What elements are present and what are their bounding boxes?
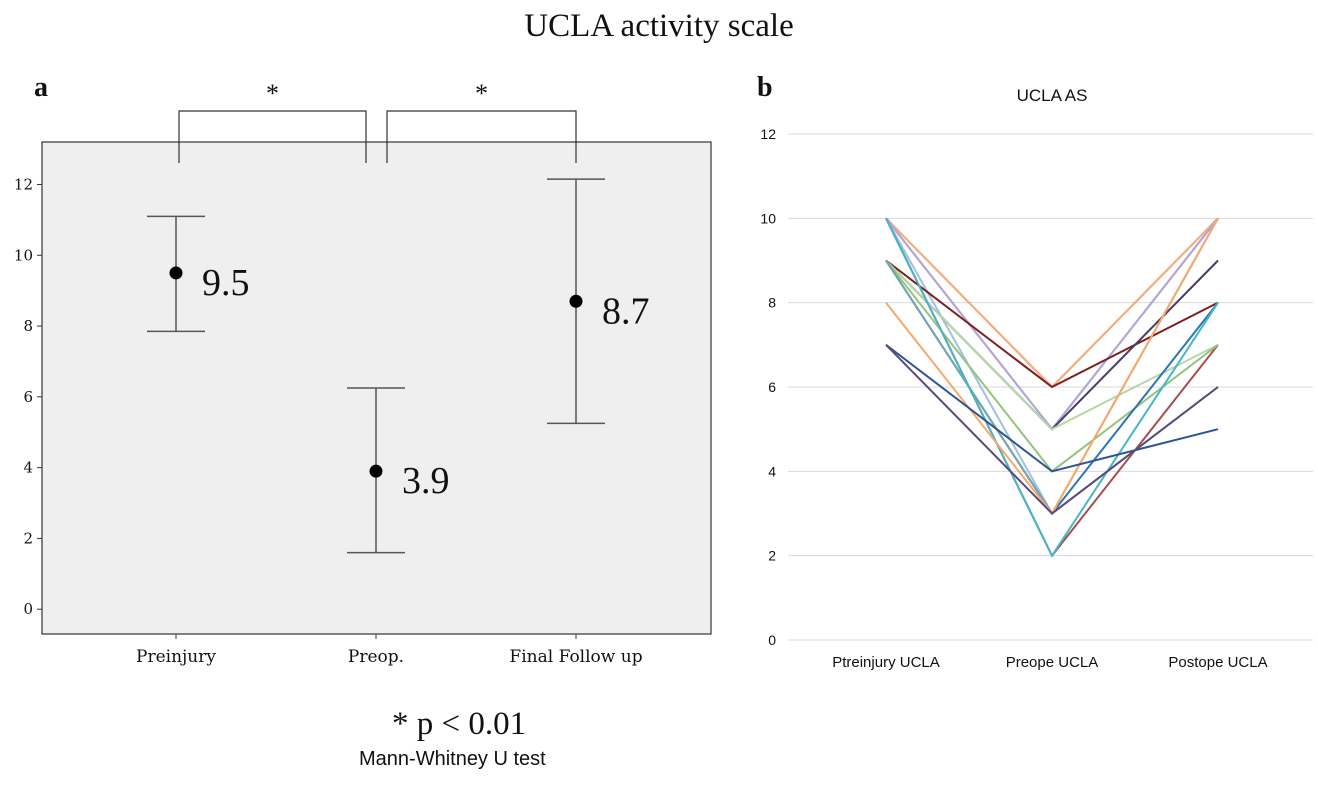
mean-label: 8.7	[602, 290, 650, 332]
test-note: Mann-Whitney U test	[359, 748, 546, 770]
panel-a-label: a	[34, 72, 48, 103]
figure-title: UCLA activity scale	[524, 8, 794, 44]
x-tick-label: Preinjury	[136, 647, 216, 667]
y-tick-label: 8	[23, 317, 33, 335]
series-line	[885, 259, 1219, 431]
y-tick-label: 6	[768, 379, 776, 395]
y-tick-label: 8	[768, 295, 776, 311]
significance-bracket	[386, 110, 577, 163]
y-tick-label: 6	[23, 388, 33, 406]
significance-bracket	[178, 110, 367, 163]
y-tick-label: 12	[14, 175, 33, 193]
y-tick-label: 10	[760, 210, 776, 226]
x-tick-label: Ptreinjury UCLA	[832, 654, 940, 671]
series-line	[885, 217, 1219, 558]
mean-label: 3.9	[402, 460, 450, 502]
y-tick-label: 2	[23, 529, 33, 547]
x-tick-label: Preop.	[348, 647, 404, 667]
error-bar-chart: 0 2 4 6 8 10 12 Preinjury Preop. Final Follow up 9…	[14, 79, 712, 667]
y-tick-label: 0	[23, 600, 33, 618]
y-tick-label: 4	[768, 463, 776, 479]
significance-star: *	[266, 79, 279, 108]
series-line	[885, 259, 1219, 431]
y-tick-label: 12	[760, 126, 776, 142]
x-tick-label: Final Follow up	[509, 647, 642, 667]
y-tick-label: 0	[768, 632, 776, 648]
significance-note: * p < 0.01	[392, 706, 527, 742]
series-line	[885, 344, 1219, 473]
mean-point	[169, 266, 183, 280]
panel-b-label: b	[757, 72, 773, 103]
mean-label: 9.5	[202, 262, 250, 304]
x-tick-label: Postope UCLA	[1168, 654, 1267, 671]
line-chart: UCLA AS 0 2 4 6 8 10 12 Ptreinjury UCLA Preope UC…	[760, 86, 1313, 671]
series-line	[885, 259, 1219, 389]
line-chart-title: UCLA AS	[1017, 86, 1088, 105]
x-tick-label: Preope UCLA	[1006, 654, 1099, 671]
significance-star: *	[475, 79, 488, 108]
y-tick-label: 2	[768, 548, 776, 564]
mean-point	[569, 294, 583, 308]
y-tick-label: 4	[23, 459, 33, 477]
y-tick-label: 10	[14, 246, 33, 264]
series-line	[885, 344, 1219, 515]
mean-point	[369, 464, 383, 478]
